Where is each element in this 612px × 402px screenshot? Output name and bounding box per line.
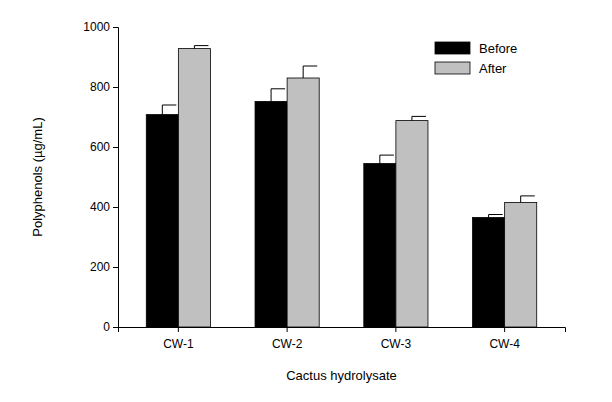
y-tick: 800	[90, 80, 118, 94]
y-tick-label: 200	[90, 260, 110, 274]
y-tick-mark	[113, 27, 118, 28]
bar	[473, 218, 505, 328]
y-tick: 600	[90, 140, 118, 154]
x-tick-label: CW-4	[489, 337, 520, 351]
error-line	[379, 155, 380, 163]
error-bar	[162, 105, 176, 115]
x-tick-label: CW-1	[163, 337, 194, 351]
error-line	[303, 66, 304, 78]
x-tick-label: CW-3	[381, 337, 412, 351]
error-cap	[521, 195, 535, 196]
error-cap	[412, 116, 426, 117]
y-tick-label: 1000	[83, 20, 110, 34]
error-bar	[412, 116, 426, 120]
error-cap	[271, 88, 285, 89]
y-axis-title: Polyphenols (µg/mL)	[30, 117, 45, 237]
error-bar	[380, 155, 394, 163]
legend-item: Before	[435, 41, 517, 56]
bar	[287, 78, 319, 327]
legend-swatch	[435, 62, 470, 74]
y-tick: 400	[90, 200, 118, 214]
legend: Before After	[435, 41, 517, 76]
x-tick: CW-3	[381, 327, 412, 351]
y-tick: 0	[103, 320, 118, 334]
y-tick-mark	[113, 147, 118, 148]
x-axis-title: Cactus hydrolysate	[286, 368, 397, 383]
y-tick-mark	[113, 327, 118, 328]
bars	[146, 46, 536, 327]
bar	[255, 101, 287, 327]
error-cap	[489, 214, 503, 215]
x-axis-line	[119, 328, 566, 333]
x-tick-mark	[287, 327, 288, 332]
x-tick: CW-4	[489, 327, 520, 351]
error-line	[411, 116, 412, 120]
plot: 0 200 400 600 800 1000 CW-1 CW-2 CW-3 CW-4 Before A…	[83, 20, 565, 351]
bar	[505, 203, 537, 328]
bar	[146, 115, 178, 327]
y-tick: 200	[90, 260, 118, 274]
error-cap	[380, 155, 394, 156]
chart: 0 200 400 600 800 1000 CW-1 CW-2 CW-3 CW-4 Before A…	[0, 0, 612, 402]
error-line	[271, 89, 272, 102]
x-tick-mark	[504, 327, 505, 332]
x-tick-mark	[178, 327, 179, 332]
y-tick-mark	[113, 87, 118, 88]
error-cap	[162, 105, 176, 106]
error-bar	[303, 66, 317, 78]
y-tick-label: 800	[90, 80, 110, 94]
y-tick: 1000	[83, 20, 118, 34]
x-axis: CW-1 CW-2 CW-3 CW-4	[119, 327, 566, 351]
error-cap	[194, 45, 208, 46]
y-tick-label: 400	[90, 200, 110, 214]
x-tick-mark	[395, 327, 396, 332]
legend-item: After	[435, 61, 507, 76]
y-tick-label: 0	[103, 320, 110, 334]
y-tick-mark	[113, 267, 118, 268]
legend-label: Before	[479, 41, 517, 56]
bar	[364, 164, 396, 328]
error-line	[162, 105, 163, 115]
error-bar	[521, 196, 535, 203]
y-axis-line	[113, 28, 119, 328]
error-line	[520, 196, 521, 203]
error-bar	[489, 215, 503, 218]
y-axis: 0 200 400 600 800 1000	[83, 20, 118, 334]
bar	[178, 49, 210, 327]
bar	[396, 121, 428, 327]
series	[178, 46, 536, 327]
x-tick-label: CW-2	[272, 337, 303, 351]
y-tick-mark	[113, 207, 118, 208]
x-tick: CW-1	[163, 327, 194, 351]
error-cap	[303, 66, 317, 67]
legend-swatch	[435, 42, 470, 54]
y-tick-label: 600	[90, 140, 110, 154]
error-bar	[194, 46, 208, 49]
legend-label: After	[479, 61, 507, 76]
error-bar	[271, 89, 285, 102]
x-tick: CW-2	[272, 327, 303, 351]
